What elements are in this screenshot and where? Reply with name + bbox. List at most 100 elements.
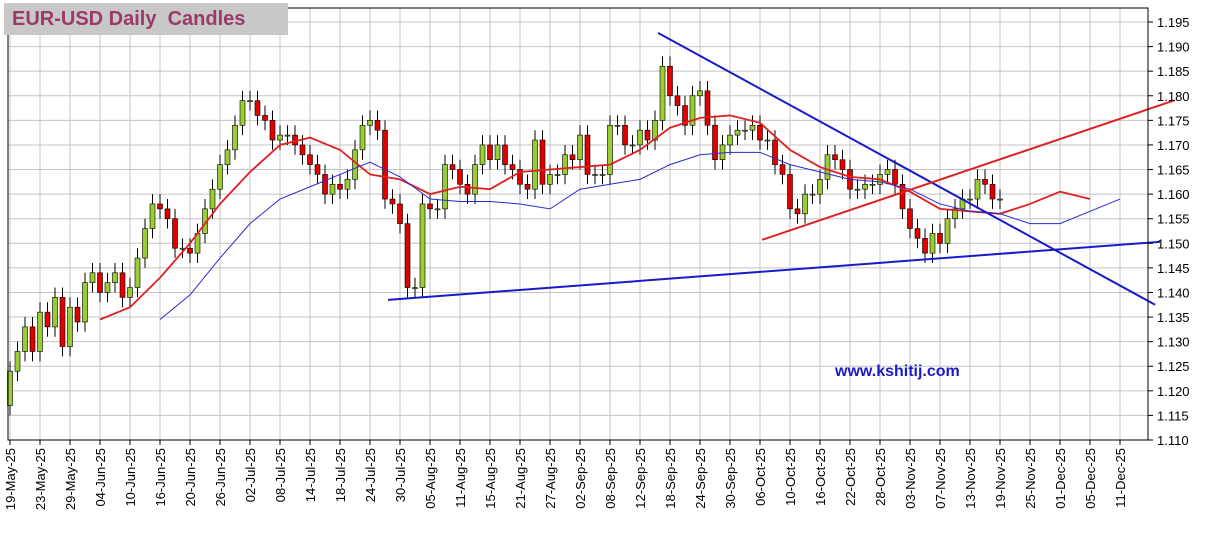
candle-body	[734, 129, 741, 136]
x-tick-label: 07-Nov-25	[933, 448, 948, 509]
candle-body	[164, 208, 171, 220]
candle-body	[337, 183, 343, 190]
candle-body	[937, 233, 943, 244]
candle-body	[802, 193, 808, 215]
candle-body	[884, 169, 891, 175]
x-tick-label: 26-Jun-25	[213, 448, 228, 507]
candle-body	[239, 100, 246, 126]
candle-body	[524, 183, 531, 190]
x-tick-label: 27-Aug-25	[543, 448, 558, 509]
ma-line	[159, 151, 1121, 320]
candle-body	[577, 134, 583, 160]
candle-body	[862, 183, 868, 190]
candle-body	[232, 124, 238, 151]
x-tick-label: 03-Nov-25	[903, 448, 918, 509]
x-tick-label: 15-Aug-25	[483, 448, 498, 509]
trend-line	[387, 240, 1160, 301]
candle-body	[457, 169, 463, 185]
trend-line	[761, 99, 1176, 241]
x-tick-label: 18-Sep-25	[663, 448, 678, 509]
candle-body	[479, 144, 486, 165]
candle-body	[284, 134, 291, 137]
x-tick-label: 24-Sep-25	[693, 448, 708, 509]
candle-body	[434, 208, 441, 211]
y-tick-label: 1.145	[1157, 261, 1190, 276]
x-tick-label: 28-Oct-25	[873, 448, 888, 506]
x-tick-label: 05-Aug-25	[423, 448, 438, 509]
candle-body	[502, 144, 508, 165]
x-tick-label: 12-Sep-25	[633, 448, 648, 509]
x-tick-label: 20-Jun-25	[183, 448, 198, 507]
y-tick-label: 1.125	[1157, 359, 1190, 374]
candle-body	[982, 179, 988, 185]
candle-body	[944, 218, 951, 244]
candle-body	[359, 124, 366, 151]
y-tick-label: 1.185	[1157, 64, 1190, 79]
candle-body	[517, 169, 523, 185]
candle-body	[757, 124, 763, 141]
y-tick-label: 1.140	[1157, 285, 1190, 300]
y-tick-label: 1.155	[1157, 212, 1190, 227]
candle-body	[314, 164, 321, 175]
candle-body	[404, 223, 411, 288]
candle-body	[112, 272, 118, 283]
watermark: www.kshitij.com	[834, 363, 960, 380]
x-tick-label: 14-Jul-25	[303, 448, 318, 502]
candle-body	[374, 120, 381, 131]
candle-body	[22, 326, 28, 352]
candle-body	[29, 326, 36, 352]
candle-body	[622, 124, 628, 146]
x-tick-label: 29-May-25	[63, 448, 78, 510]
candle-body	[89, 272, 96, 283]
x-tick-label: 22-Oct-25	[843, 448, 858, 506]
candle-body	[682, 105, 688, 126]
candle-body	[727, 134, 733, 146]
x-tick-label: 04-Jun-25	[93, 448, 108, 507]
x-tick-label: 23-May-25	[33, 448, 48, 510]
x-tick-label: 19-Nov-25	[993, 448, 1008, 509]
y-tick-label: 1.160	[1157, 187, 1190, 202]
candle-body	[674, 95, 681, 106]
x-tick-label: 01-Dec-25	[1053, 448, 1068, 509]
y-tick-label: 1.190	[1157, 40, 1190, 55]
candle-body	[14, 351, 21, 372]
plot-frame	[7, 7, 1149, 441]
x-tick-label: 02-Sep-25	[573, 448, 588, 509]
y-tick-label: 1.180	[1157, 89, 1190, 104]
candle-body	[749, 124, 756, 131]
candle-body	[209, 188, 216, 210]
candle-body	[44, 311, 51, 328]
candle-body	[817, 179, 823, 195]
candle-body	[614, 124, 621, 127]
ma-line	[99, 114, 1091, 321]
candle-body	[442, 164, 448, 210]
candle-body	[509, 164, 516, 170]
candle-body	[809, 193, 816, 196]
candle-body	[134, 257, 141, 288]
candle-body	[104, 282, 111, 293]
candle-body	[382, 129, 388, 200]
candle-body	[329, 183, 336, 195]
candle-body	[172, 218, 178, 249]
candle-body	[254, 100, 261, 116]
candle-body	[344, 179, 351, 190]
candle-body	[247, 100, 253, 102]
candle-body	[532, 139, 538, 190]
candle-body	[824, 154, 831, 180]
candle-body	[742, 129, 748, 132]
x-tick-label: 05-Dec-25	[1083, 448, 1098, 509]
candle-body	[37, 311, 43, 352]
candle-body	[869, 183, 876, 186]
candle-body	[997, 198, 1003, 201]
y-tick-label: 1.150	[1157, 236, 1190, 251]
x-tick-label: 19-May-25	[3, 448, 18, 510]
candle-body	[914, 228, 921, 239]
candle-body	[652, 120, 658, 141]
candle-body	[269, 120, 276, 141]
candle-body	[472, 164, 478, 195]
candle-body	[494, 144, 501, 160]
x-tick-label: 02-Jul-25	[243, 448, 258, 502]
y-tick-label: 1.130	[1157, 335, 1190, 350]
candle-body	[637, 129, 643, 146]
